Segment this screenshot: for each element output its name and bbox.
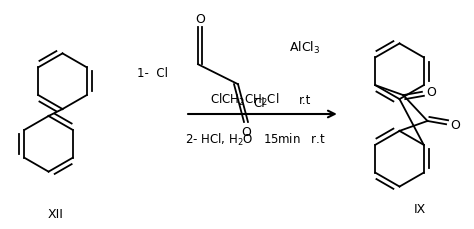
Text: XII: XII <box>47 207 64 220</box>
Text: O: O <box>426 86 436 99</box>
Text: O: O <box>241 126 251 139</box>
Text: O: O <box>450 118 460 131</box>
Text: 2- HCl, H$_2$O   15min   r.t: 2- HCl, H$_2$O 15min r.t <box>185 131 326 147</box>
Text: Cl: Cl <box>253 96 264 109</box>
Text: AlCl$_3$: AlCl$_3$ <box>289 40 320 56</box>
Text: O: O <box>195 13 205 26</box>
Text: r.t: r.t <box>299 93 311 106</box>
Text: IX: IX <box>413 202 426 215</box>
Text: 1-  Cl: 1- Cl <box>137 66 168 79</box>
Text: ClCH$_2$CH$_2$Cl: ClCH$_2$CH$_2$Cl <box>210 92 280 108</box>
